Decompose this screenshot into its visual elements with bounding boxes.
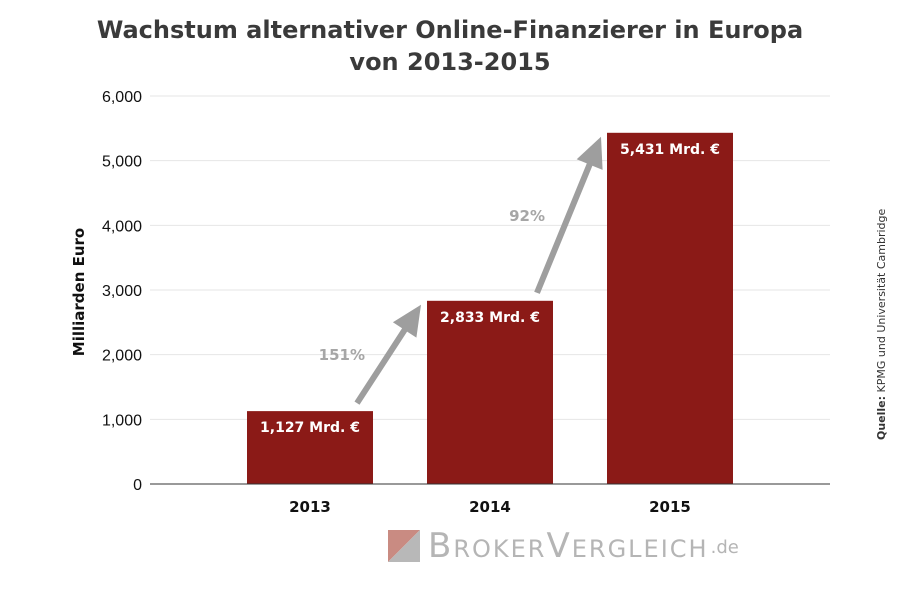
chart-title-line-1: Wachstum alternativer Online-Finanzierer… xyxy=(96,16,804,44)
bar-2015 xyxy=(607,132,733,484)
source-label: Quelle: xyxy=(875,395,888,440)
chart-title-line-2: von 2013-2015 xyxy=(349,48,551,76)
chart-title: Wachstum alternativer Online-Finanzierer… xyxy=(0,14,900,78)
brand-tld: .de xyxy=(710,537,739,558)
x-tick-label: 2015 xyxy=(649,498,691,516)
growth-label: 151% xyxy=(319,346,365,364)
y-tick-label: 4,000 xyxy=(102,218,142,235)
source-text: KPMG und Universität Cambridge xyxy=(875,208,888,393)
y-axis-ticks: 0 1,000 2,000 3,000 4,000 5,000 6,000 xyxy=(102,89,142,494)
growth-label: 92% xyxy=(509,207,545,225)
y-tick-label: 3,000 xyxy=(102,283,142,300)
data-labels: 1,127 Mrd. € 2,833 Mrd. € 5,431 Mrd. € xyxy=(260,142,720,436)
growth-arrow xyxy=(354,304,421,405)
brand-name: BrokerVergleich xyxy=(428,526,709,566)
x-tick-label: 2014 xyxy=(469,498,511,516)
x-axis-categories: 2013 2014 2015 xyxy=(289,498,691,516)
y-tick-label: 0 xyxy=(133,477,142,494)
y-axis-label: Milliarden Euro xyxy=(70,228,88,356)
bar-2014 xyxy=(427,300,553,484)
brand-watermark: BrokerVergleich .de xyxy=(388,526,739,566)
growth-arrow xyxy=(534,136,603,294)
brand-logo-icon xyxy=(388,530,420,562)
y-tick-label: 5,000 xyxy=(102,154,142,171)
growth-arrows: 151% 92% xyxy=(319,136,603,405)
bars xyxy=(247,132,733,484)
source-note: Quelle: KPMG und Universität Cambridge xyxy=(875,140,888,440)
data-label-2014: 2,833 Mrd. € xyxy=(440,310,540,326)
y-tick-label: 6,000 xyxy=(102,89,142,106)
y-tick-label: 1,000 xyxy=(102,412,142,429)
x-tick-label: 2013 xyxy=(289,498,331,516)
bar-2013 xyxy=(247,411,373,484)
y-tick-label: 2,000 xyxy=(102,348,142,365)
data-label-2013: 1,127 Mrd. € xyxy=(260,420,360,436)
data-label-2015: 5,431 Mrd. € xyxy=(620,142,720,158)
